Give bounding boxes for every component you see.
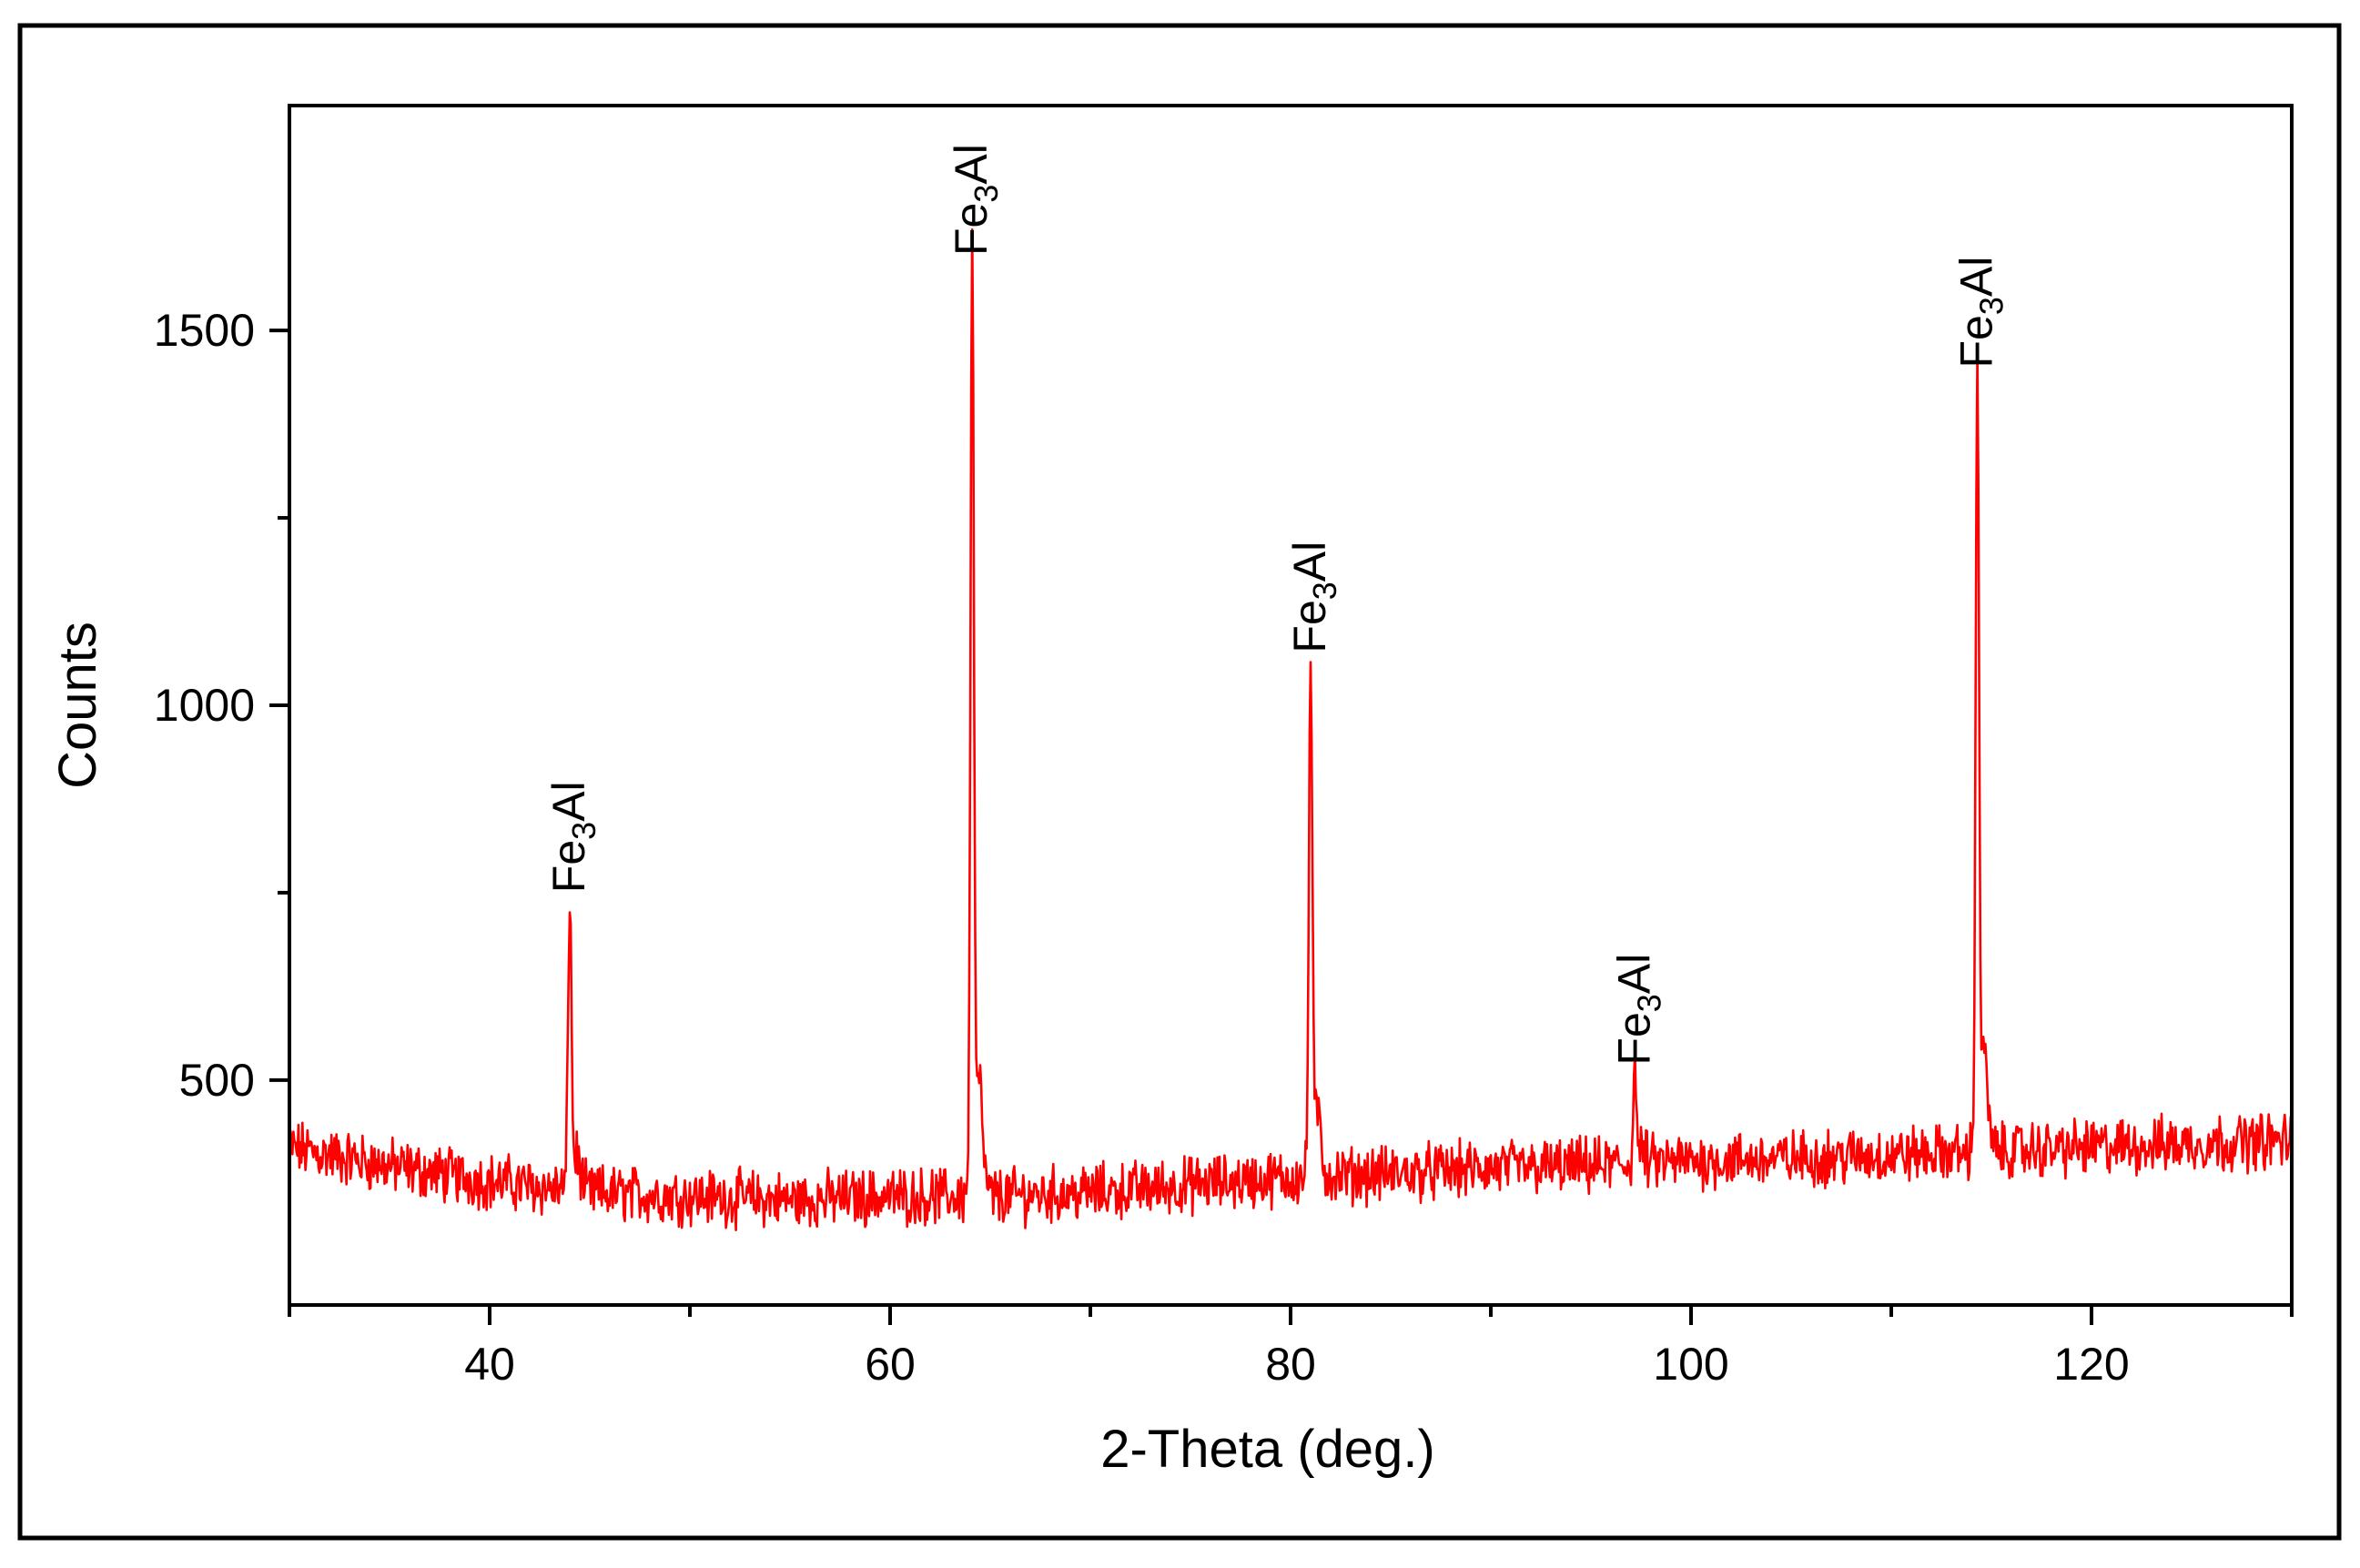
y-tick-label: 500	[179, 1055, 255, 1106]
x-axis-title: 2-Theta (deg.)	[1100, 1420, 1435, 1479]
peak-annotations-layer: Fe3Al Fe3Al Fe3Al Fe3Al Fe3Al	[543, 144, 2011, 1065]
y-axis-title: Counts	[48, 622, 107, 789]
tick-labels-layer: 40 60 80 100 120 500 1000 1500	[154, 305, 2130, 1390]
ticks-layer	[269, 329, 2294, 1325]
peak-label: Fe3Al	[1951, 257, 2011, 369]
x-tick-label: 80	[1265, 1339, 1316, 1390]
x-tick-label: 100	[1653, 1339, 1728, 1390]
x-tick-label: 60	[865, 1339, 916, 1390]
y-tick-label: 1500	[154, 305, 255, 356]
xrd-trace-line	[288, 228, 2294, 1231]
x-tick-label: 40	[464, 1339, 515, 1390]
peak-label: Fe3Al	[946, 144, 1005, 256]
peak-label: Fe3Al	[1284, 541, 1343, 653]
peak-label: Fe3Al	[1608, 954, 1667, 1066]
trace-layer	[288, 228, 2294, 1231]
x-tick-label: 120	[2053, 1339, 2129, 1390]
peak-label: Fe3Al	[543, 781, 603, 893]
y-tick-label: 1000	[154, 680, 255, 731]
outer-frame	[17, 23, 2342, 1541]
